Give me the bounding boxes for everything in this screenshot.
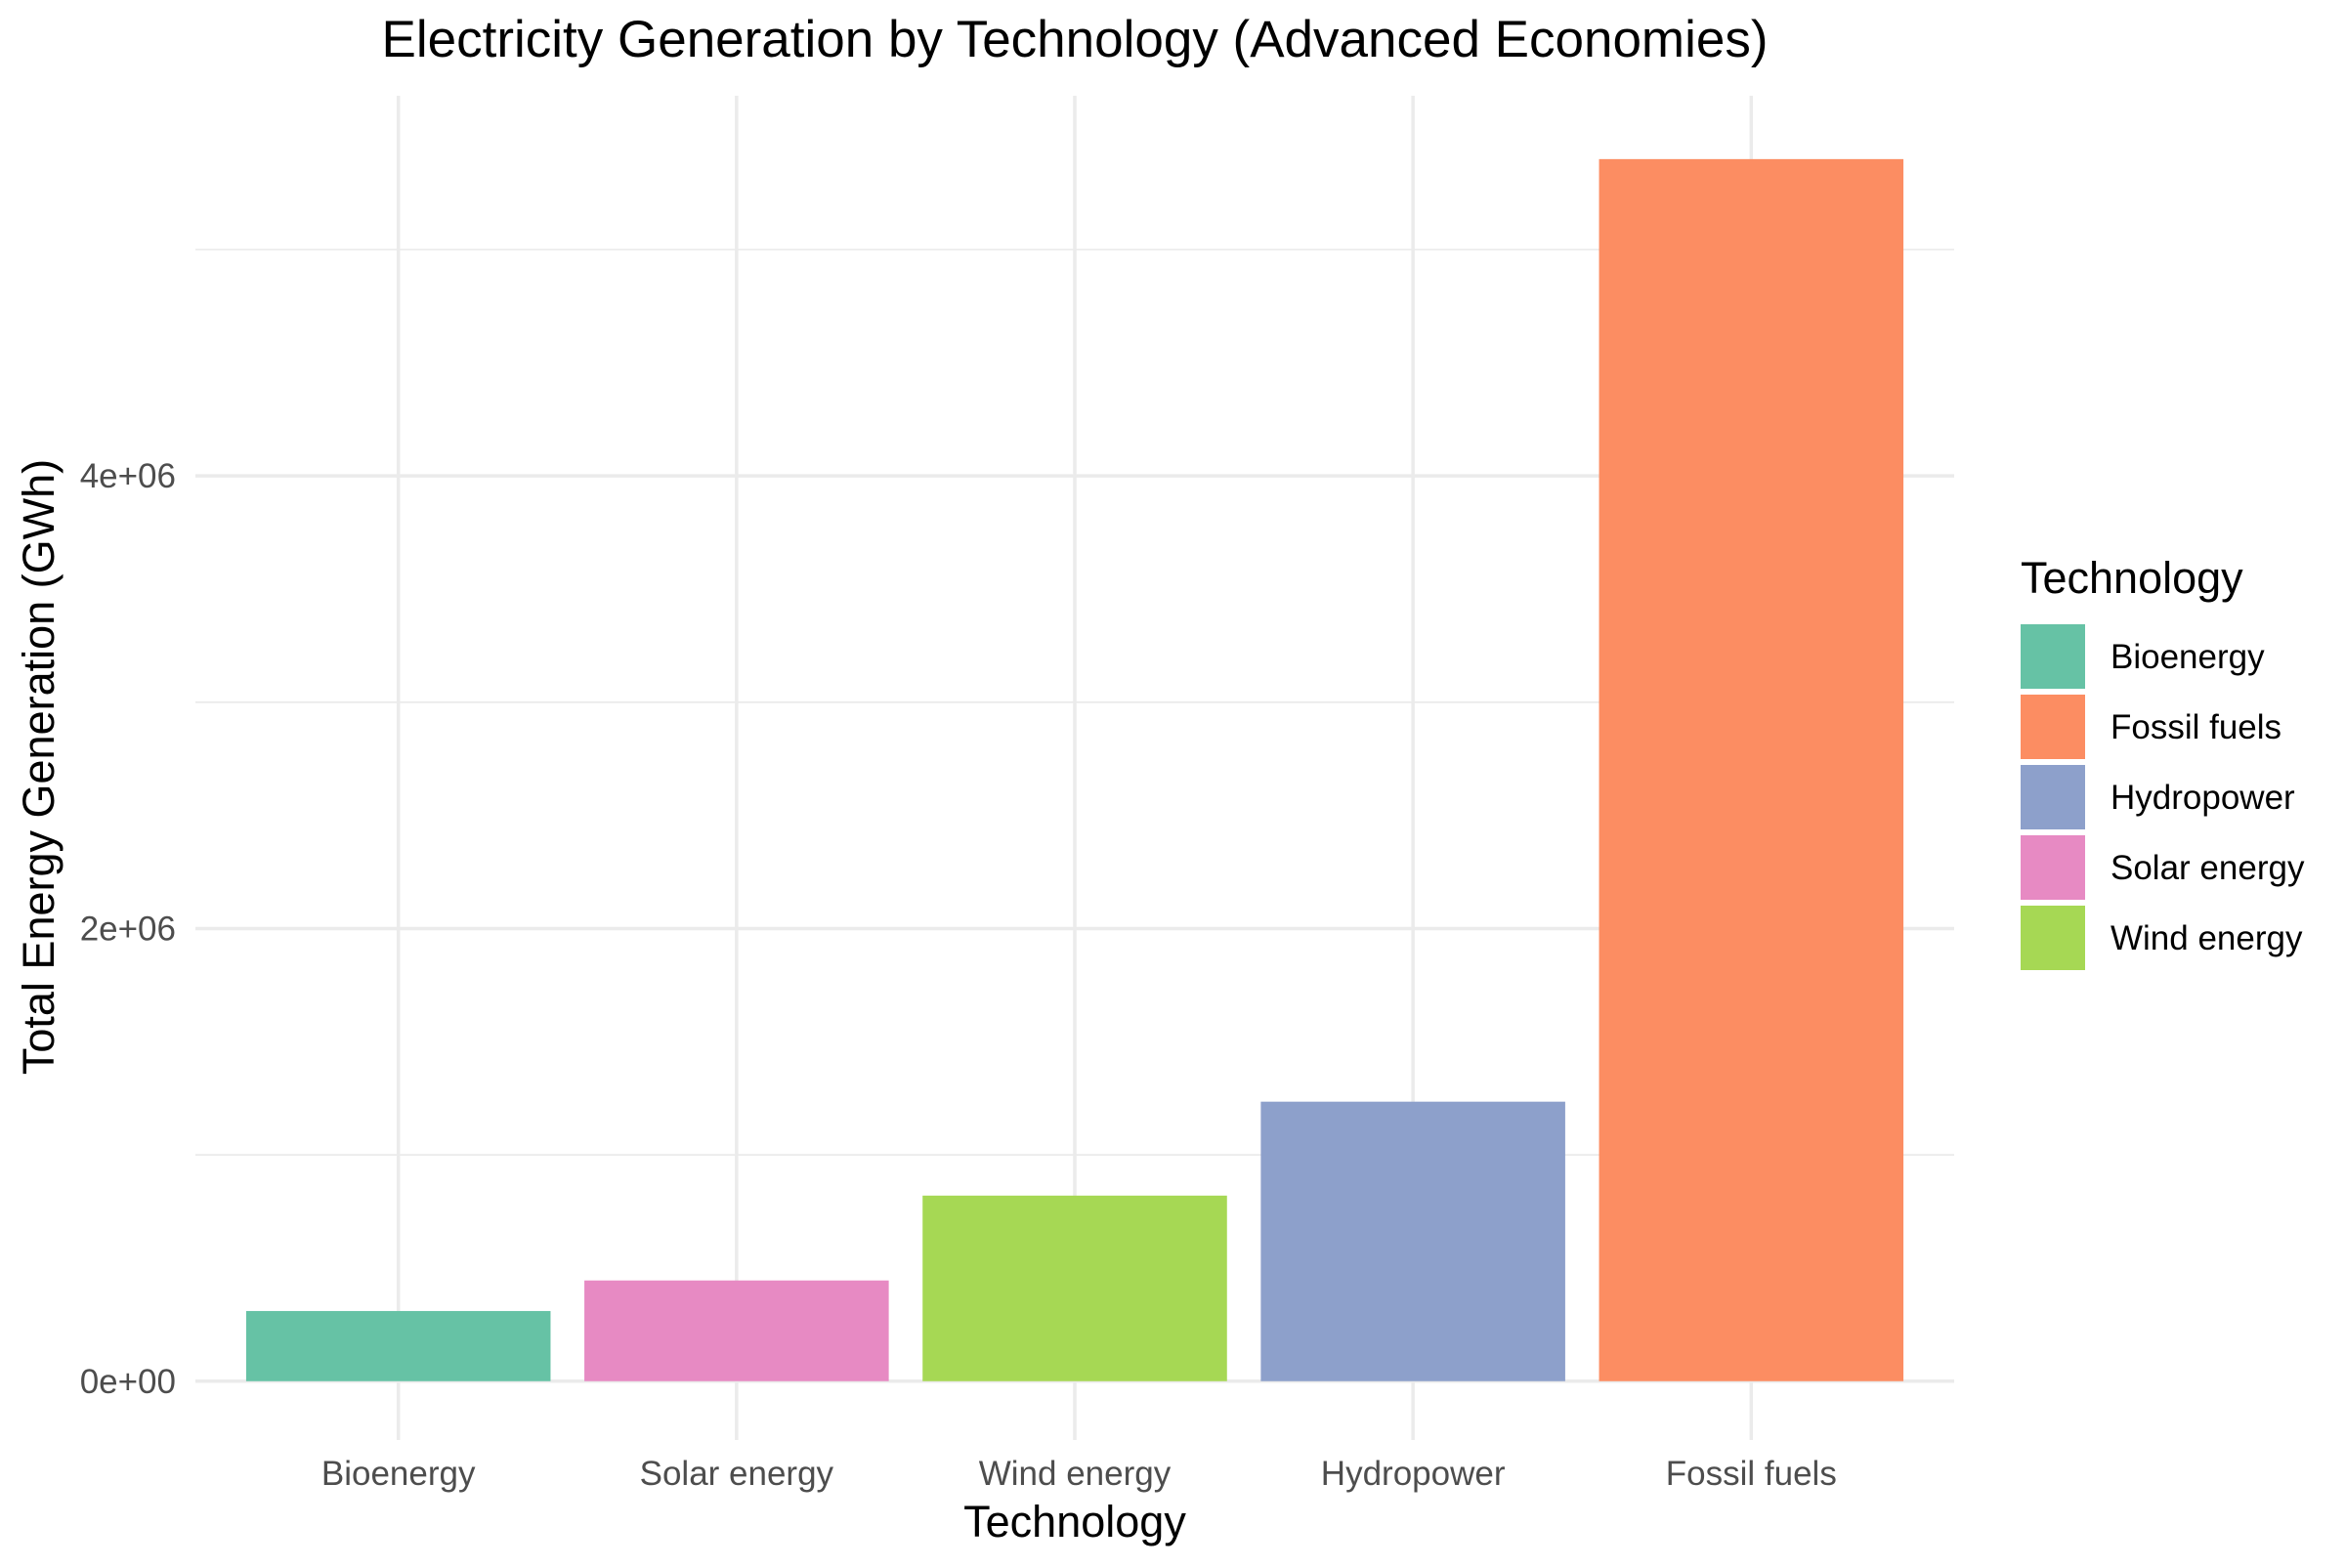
- legend-key: [2021, 835, 2085, 900]
- legend-key: [2021, 906, 2085, 970]
- legend-label: Bioenergy: [2110, 638, 2265, 676]
- legend-label: Fossil fuels: [2110, 708, 2281, 746]
- bar-bioenergy: [245, 1310, 551, 1381]
- chart-title: Electricity Generation by Technology (Ad…: [382, 11, 1769, 68]
- legend-label: Solar energy: [2110, 849, 2305, 887]
- y-axis-title: Total Energy Generation (GWh): [14, 459, 64, 1075]
- bar-wind-energy: [922, 1195, 1227, 1381]
- legend-label: Wind energy: [2110, 919, 2303, 957]
- x-tick-label: Hydropower: [1321, 1455, 1506, 1493]
- legend-key: [2021, 624, 2085, 689]
- y-tick-label: 2e+06: [80, 910, 176, 948]
- x-tick-label: Wind energy: [979, 1455, 1172, 1493]
- x-tick-label: Solar energy: [640, 1455, 834, 1493]
- x-axis-ticks: Bioenergy Solar energy Wind energy Hydropow…: [321, 1455, 1837, 1493]
- x-tick-label: Fossil fuels: [1666, 1455, 1837, 1493]
- legend: Technology Bioenergy Fossil fuels Hydropow…: [2021, 553, 2305, 970]
- legend-key: [2021, 695, 2085, 759]
- x-tick-label: Bioenergy: [321, 1455, 476, 1493]
- legend-title: Technology: [2021, 553, 2243, 603]
- y-tick-label: 0e+00: [80, 1363, 176, 1401]
- bar-solar-energy: [584, 1280, 889, 1381]
- y-tick-label: 4e+06: [80, 457, 176, 495]
- bar-fossil-fuels: [1599, 158, 1904, 1381]
- x-axis-title: Technology: [963, 1497, 1186, 1547]
- bars: [245, 158, 1904, 1381]
- legend-label: Hydropower: [2110, 779, 2295, 817]
- bar-hydropower: [1260, 1101, 1565, 1381]
- legend-key: [2021, 765, 2085, 829]
- legend-items: Bioenergy Fossil fuels Hydropower Solar ene…: [2021, 624, 2305, 970]
- y-axis-ticks: 0e+00 2e+06 4e+06: [80, 457, 176, 1401]
